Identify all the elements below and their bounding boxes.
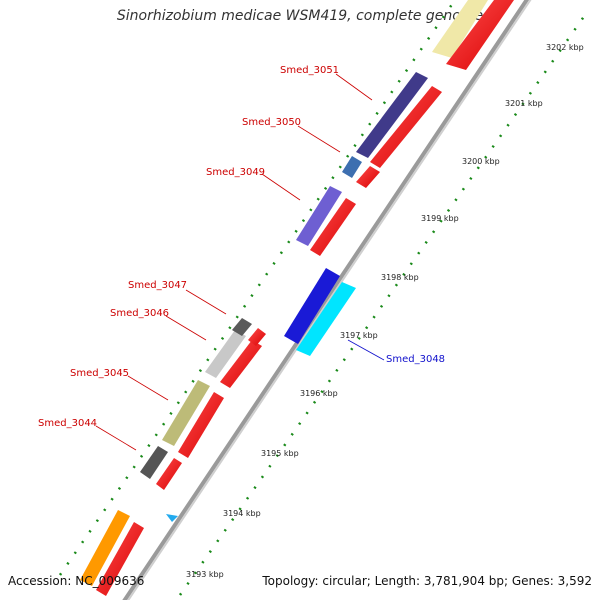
cds-smed-3047[interactable]: [248, 328, 266, 346]
map-title: Sinorhizobium medicae WSM419, complete g…: [116, 8, 484, 24]
label-smed-3047: Smed_3047: [128, 280, 187, 291]
connector-smed-3047: [185, 289, 227, 315]
gene-smed-3045[interactable]: [162, 380, 210, 446]
genome-backbone: [122, 0, 530, 600]
gene-smed-3047[interactable]: [232, 318, 252, 336]
accession-text: Accession: NC_009636: [8, 574, 145, 588]
connector-smed-3050: [297, 125, 341, 153]
gene-smed-3044[interactable]: [140, 446, 168, 479]
tick-label-3202: 3202 kbp: [546, 43, 584, 52]
label-smed-3051: Smed_3051: [280, 65, 339, 76]
connector-smed-3046: [165, 315, 207, 341]
tick-label-3193: 3193 kbp: [186, 570, 224, 579]
dotted-track-left: [58, 0, 457, 576]
gene-smed-3050[interactable]: [342, 156, 362, 178]
gene-smed-3049[interactable]: [296, 186, 342, 246]
connector-smed-3044: [95, 425, 137, 451]
feature-marker[interactable]: [166, 514, 178, 522]
cds-smed-3045[interactable]: [178, 392, 224, 458]
tick-label-3196: 3196 kbp: [300, 389, 338, 398]
cds-smed-3048[interactable]: [296, 282, 356, 356]
label-smed-3046: Smed_3046: [110, 308, 169, 319]
tick-label-3198: 3198 kbp: [381, 273, 419, 282]
gene-smed-3051[interactable]: [356, 72, 428, 158]
tick-label-3200: 3200 kbp: [462, 157, 500, 166]
gene-downstream[interactable]: [80, 510, 130, 586]
tick-label-3195: 3195 kbp: [261, 449, 299, 458]
dotted-track-right: [178, 14, 587, 596]
connector-smed-3048: [347, 339, 385, 361]
label-smed-3044: Smed_3044: [38, 418, 97, 429]
label-smed-3045: Smed_3045: [70, 368, 129, 379]
tick-label-3201: 3201 kbp: [505, 99, 543, 108]
connector-smed-3045: [127, 375, 169, 401]
gene-upstream[interactable]: [432, 0, 488, 58]
connector-smed-3051: [335, 73, 373, 101]
label-smed-3050: Smed_3050: [242, 117, 301, 128]
genome-summary-text: Topology: circular; Length: 3,781,904 bp…: [262, 574, 592, 588]
tick-label-3199: 3199 kbp: [421, 214, 459, 223]
cds-smed-3049[interactable]: [310, 198, 356, 256]
gene-smed-3046[interactable]: [205, 330, 246, 378]
cds-downstream[interactable]: [96, 522, 144, 596]
tick-label-3194: 3194 kbp: [223, 509, 261, 518]
tick-label-3197: 3197 kbp: [340, 331, 378, 340]
gene-smed-3048[interactable]: [284, 268, 340, 344]
cds-smed-3051[interactable]: [370, 86, 442, 168]
cds-smed-3044[interactable]: [156, 458, 182, 490]
cds-smed-3050[interactable]: [356, 166, 380, 188]
cds-upstream[interactable]: [446, 0, 514, 70]
connector-smed-3049: [261, 173, 301, 201]
genome-backbone-shadow: [127, 0, 532, 600]
label-smed-3049: Smed_3049: [206, 167, 265, 178]
label-smed-3048: Smed_3048: [386, 354, 445, 365]
cds-smed-3046[interactable]: [220, 340, 262, 388]
